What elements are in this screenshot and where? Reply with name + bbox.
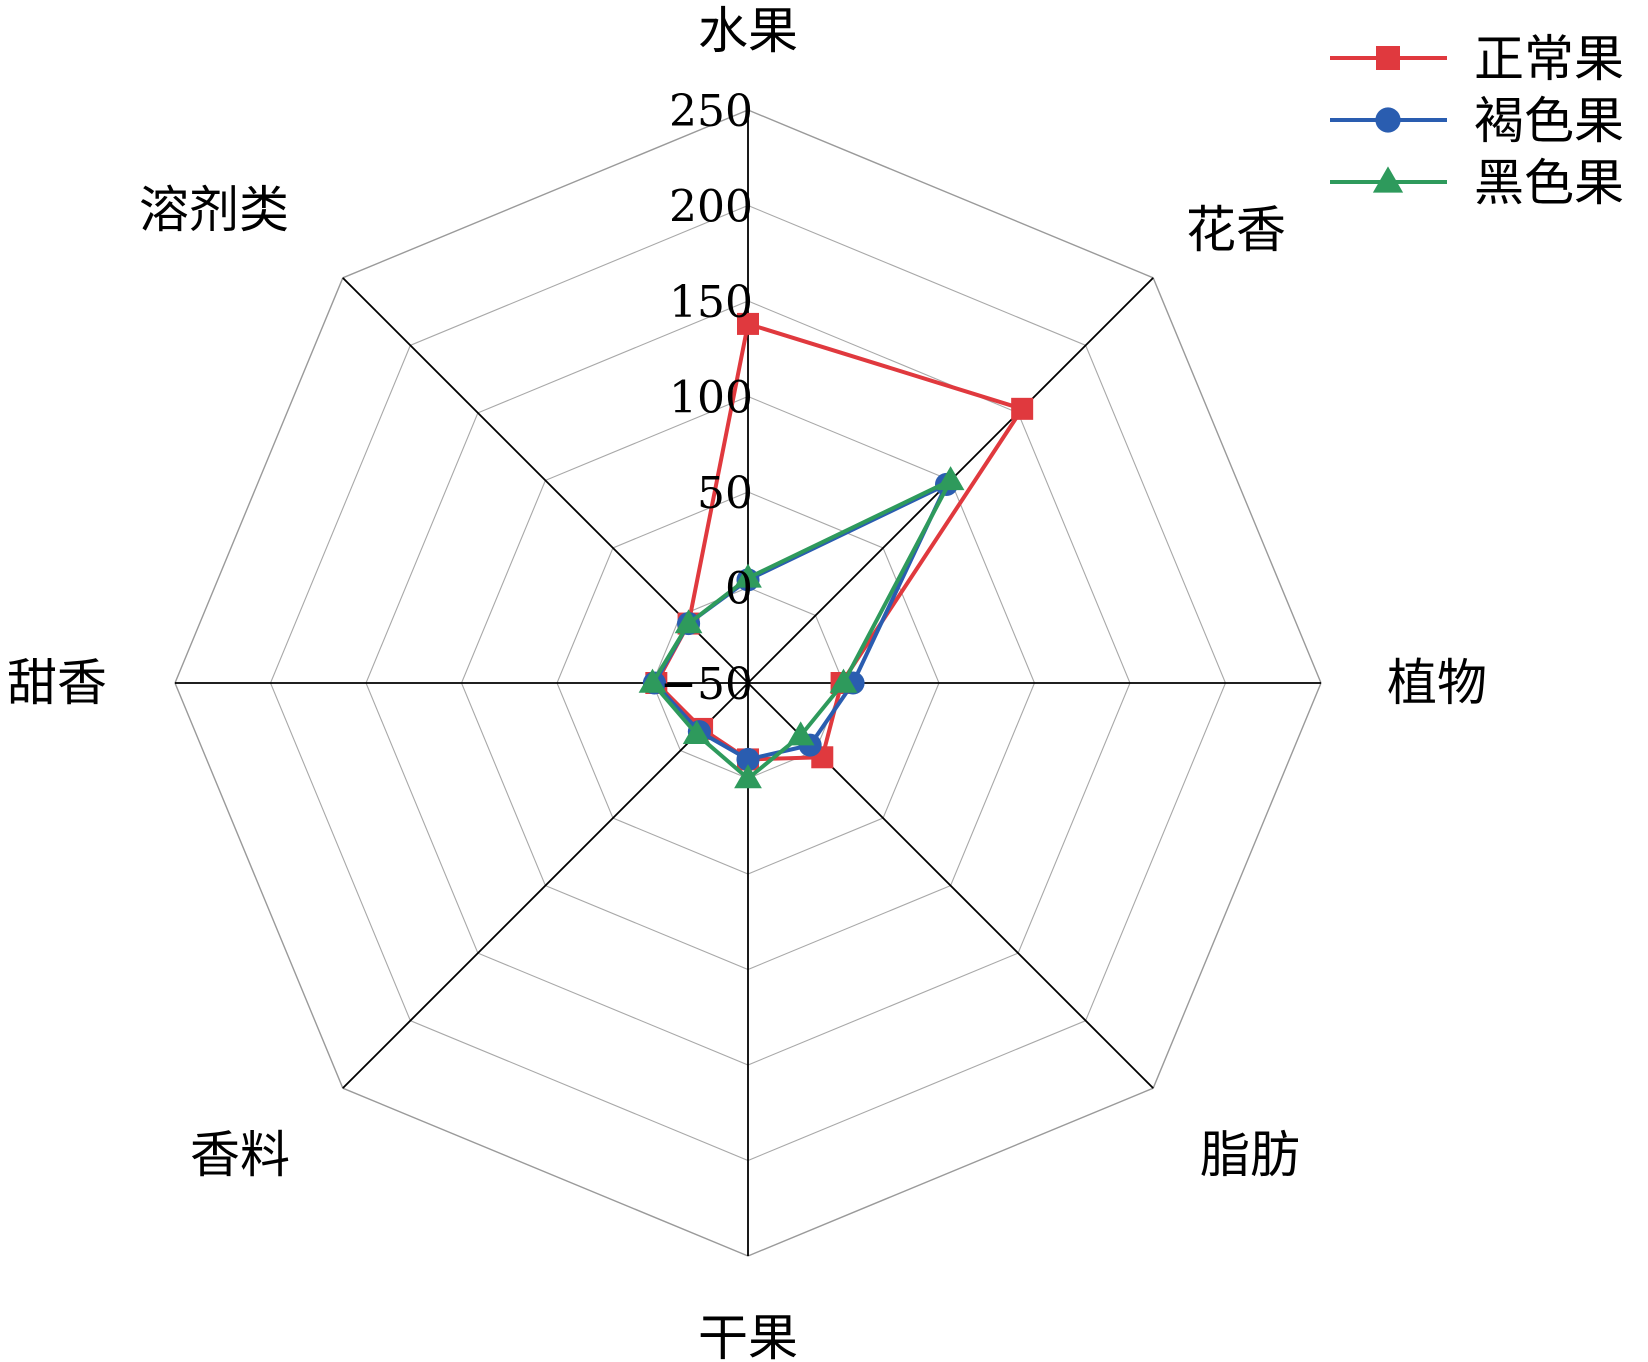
axis-label: 花香 bbox=[1186, 201, 1286, 259]
tick-label: −50 bbox=[660, 659, 753, 710]
axis-label: 干果 bbox=[698, 1309, 798, 1362]
legend-label: 褐色果 bbox=[1474, 92, 1624, 150]
axis-label: 香料 bbox=[190, 1126, 290, 1184]
data-point bbox=[936, 466, 965, 491]
data-point bbox=[734, 563, 762, 588]
axis-label: 水果 bbox=[698, 2, 798, 60]
tick-label: 100 bbox=[669, 373, 753, 424]
tick-label: 50 bbox=[697, 468, 753, 519]
axis-label: 溶剂类 bbox=[139, 181, 289, 239]
legend-item: 正常果 bbox=[1330, 30, 1624, 88]
data-point bbox=[734, 764, 762, 789]
data-point bbox=[682, 719, 711, 745]
axis-label: 脂肪 bbox=[1200, 1126, 1300, 1184]
data-point bbox=[1375, 107, 1401, 133]
tick-label: 0 bbox=[725, 564, 753, 615]
data-point bbox=[736, 747, 760, 771]
legend-item: 黑色果 bbox=[1330, 154, 1624, 212]
data-point bbox=[786, 721, 815, 746]
legend-item: 褐色果 bbox=[1330, 92, 1624, 150]
legend-label: 正常果 bbox=[1474, 30, 1624, 88]
tick-label: 250 bbox=[669, 86, 753, 137]
axis-label: 植物 bbox=[1387, 654, 1487, 712]
data-point bbox=[737, 312, 759, 335]
legend-label: 黑色果 bbox=[1474, 154, 1624, 212]
data-point bbox=[674, 609, 703, 634]
radial-tick-labels: −50 0 50 100 150 200 250 bbox=[660, 86, 753, 710]
data-point bbox=[829, 668, 858, 693]
tick-label: 200 bbox=[669, 182, 753, 233]
data-point bbox=[1011, 397, 1034, 420]
axis-label: 甜香 bbox=[7, 654, 107, 712]
radar-series bbox=[638, 312, 1034, 789]
series-group bbox=[638, 466, 965, 789]
axis-spoke bbox=[342, 682, 749, 1089]
tick-label: 150 bbox=[669, 277, 753, 328]
data-point bbox=[1372, 166, 1404, 193]
data-point bbox=[1376, 46, 1400, 70]
data-point bbox=[638, 668, 667, 693]
